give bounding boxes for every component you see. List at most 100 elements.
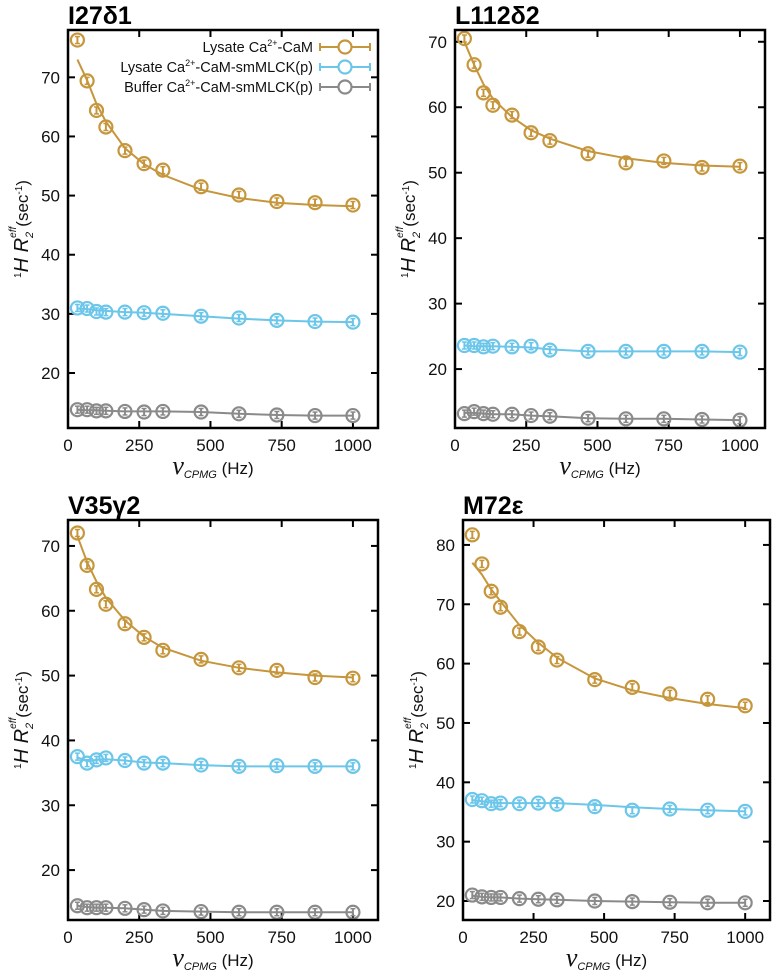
- data-marker: [98, 750, 114, 766]
- data-point: [542, 133, 558, 149]
- data-marker: [483, 583, 499, 599]
- data-point: [475, 339, 492, 355]
- data-point: [511, 891, 528, 907]
- data-point: [193, 308, 209, 324]
- data-marker: [580, 343, 596, 360]
- data-marker: [474, 556, 490, 572]
- x-tick-label: 1000: [334, 436, 372, 455]
- legend-marker: [337, 59, 353, 75]
- x-tick-label: 250: [125, 436, 153, 455]
- data-point: [542, 408, 558, 424]
- data-point: [474, 556, 490, 572]
- data-marker: [231, 187, 247, 203]
- data-marker: [485, 406, 501, 422]
- data-marker: [155, 903, 171, 919]
- data-marker: [69, 402, 86, 418]
- x-axis-label: νCPMG (Hz): [172, 943, 253, 973]
- data-marker: [231, 660, 247, 676]
- data-point: [269, 193, 285, 210]
- panel-4: M72ε 0 250 500 750 1000 20 30 40 50 60 70 80 νCPMG (H…: [403, 492, 772, 973]
- data-point: [193, 179, 209, 195]
- data-point: [504, 406, 520, 422]
- data-point: [732, 412, 748, 428]
- data-marker: [737, 895, 753, 911]
- data-point: [117, 403, 133, 420]
- y-tick-label: 60: [436, 655, 455, 674]
- data-point: [618, 155, 634, 171]
- data-point: [98, 596, 114, 612]
- data-marker: [492, 889, 509, 906]
- data-marker: [88, 581, 105, 597]
- data-marker: [193, 757, 209, 773]
- x-tick-label: 500: [196, 928, 224, 947]
- data-point: [307, 313, 323, 330]
- data-marker: [618, 343, 634, 360]
- data-marker: [475, 405, 492, 422]
- data-marker: [475, 339, 492, 355]
- data-marker: [587, 799, 603, 815]
- data-marker: [700, 691, 716, 707]
- data-point: [530, 639, 546, 655]
- data-marker: [307, 669, 323, 686]
- data-point: [542, 342, 558, 358]
- y-tick-label: 50: [436, 714, 455, 733]
- data-point: [269, 662, 285, 679]
- data-marker: [269, 407, 285, 423]
- data-marker: [464, 887, 480, 903]
- x-tick-label: 500: [590, 928, 618, 947]
- data-point: [483, 796, 499, 812]
- panel-2: L112δ2 0 250 500 750 1000 20 30 40 50 60 70 νCPMG (H…: [395, 2, 767, 481]
- data-marker: [466, 57, 482, 73]
- data-point: [269, 904, 285, 920]
- data-marker: [523, 407, 539, 424]
- data-point: [193, 757, 209, 773]
- data-marker: [307, 758, 323, 774]
- data-marker: [69, 300, 86, 316]
- data-point: [79, 73, 95, 89]
- data-point: [485, 406, 501, 422]
- data-marker: [136, 305, 152, 321]
- data-point: [69, 32, 86, 48]
- data-marker: [117, 900, 133, 916]
- data-point: [549, 892, 565, 908]
- data-point: [231, 758, 247, 774]
- y-tick-label: 20: [41, 364, 60, 383]
- data-point: [511, 796, 528, 812]
- panel-title: I27δ1: [68, 2, 132, 30]
- x-tick-label: 750: [268, 928, 296, 947]
- data-point: [345, 197, 361, 213]
- data-marker: [485, 338, 501, 354]
- y-tick-label: 30: [41, 305, 60, 324]
- x-tick-label: 750: [660, 928, 688, 947]
- data-marker: [662, 801, 678, 817]
- x-tick-label: 250: [519, 928, 547, 947]
- data-point: [88, 581, 105, 597]
- data-marker: [117, 143, 133, 159]
- data-marker: [117, 304, 133, 320]
- data-marker: [307, 195, 323, 211]
- plot-frame: [461, 518, 772, 922]
- data-marker: [549, 796, 565, 812]
- data-point: [474, 889, 490, 905]
- data-point: [456, 337, 473, 354]
- data-point: [662, 686, 678, 702]
- data-marker: [193, 651, 209, 667]
- data-point: [523, 407, 539, 424]
- y-axis-label: 1H R2eff(sec-1): [403, 671, 431, 769]
- legend-label: Lysate Ca2+-CaM-smMLCK(p): [120, 58, 313, 76]
- data-point: [231, 406, 247, 422]
- data-marker: [345, 904, 361, 920]
- data-point: [307, 758, 323, 774]
- data-marker: [492, 599, 509, 615]
- data-point: [69, 402, 86, 418]
- data-point: [79, 300, 95, 317]
- data-marker: [549, 652, 565, 668]
- data-marker: [88, 900, 105, 916]
- data-marker: [69, 898, 86, 914]
- data-point: [475, 405, 492, 422]
- data-point: [485, 97, 501, 113]
- data-point: [523, 338, 539, 354]
- data-marker: [483, 796, 499, 812]
- y-tick-label: 50: [41, 187, 60, 206]
- data-marker: [193, 404, 209, 420]
